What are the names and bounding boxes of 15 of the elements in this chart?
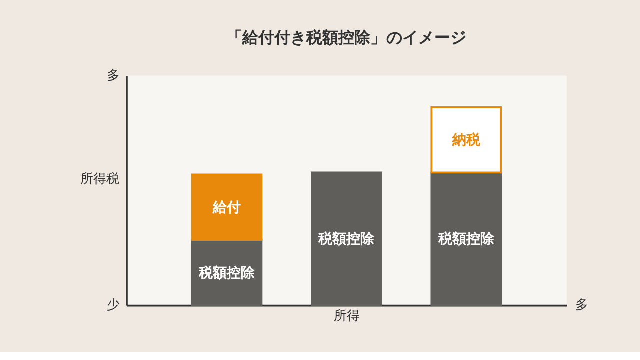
series-label: 税額控除 xyxy=(318,230,376,248)
x-axis-title: 所得 xyxy=(334,308,360,324)
y-axis-title: 所得税 xyxy=(80,172,120,188)
series-label: 納税 xyxy=(451,132,482,149)
text: 税額控除 xyxy=(438,232,494,248)
bar xyxy=(430,172,502,306)
text: 税額控除 xyxy=(199,265,256,282)
chart-title: 「給付付き税額控除」のイメージ xyxy=(226,28,467,47)
text: 多 xyxy=(106,68,120,84)
text: 少 xyxy=(106,298,120,314)
bar xyxy=(430,106,502,174)
text: 多 xyxy=(575,298,588,314)
series-label: 給付 xyxy=(212,200,242,216)
bar xyxy=(311,172,382,306)
bar xyxy=(191,174,263,241)
